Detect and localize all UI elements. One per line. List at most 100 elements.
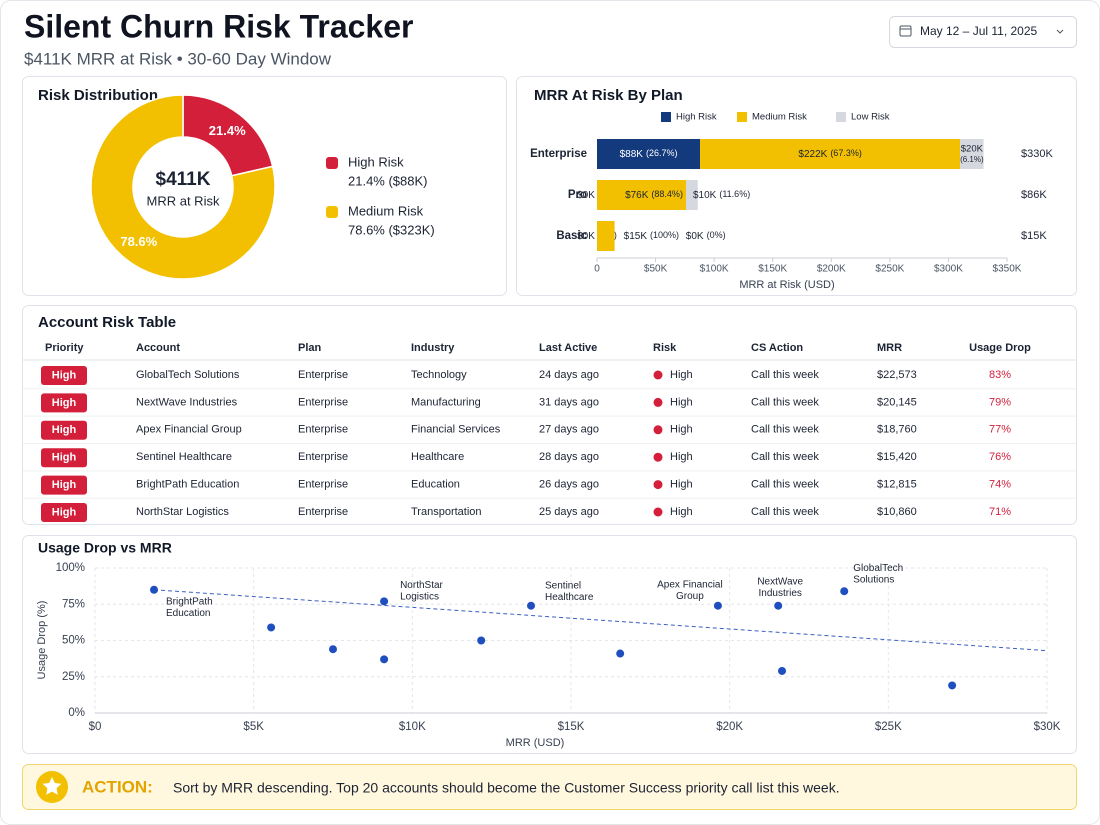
panel-title: Account Risk Table	[38, 314, 176, 331]
table-cell: NextWave Industries	[136, 396, 238, 408]
x-tick-label: $15K	[558, 721, 585, 733]
table-cell: $18,760	[877, 424, 917, 436]
legend-swatch	[326, 157, 338, 169]
date-range[interactable]: May 12 – Jul 11, 2025	[920, 24, 1038, 38]
y-tick-label: 50%	[62, 635, 85, 647]
y-tick-label: 100%	[56, 562, 85, 574]
x-axis-title: MRR (USD)	[506, 737, 565, 749]
table-cell: $20,145	[877, 396, 917, 408]
table-cell: Enterprise	[298, 369, 348, 381]
center-value: $411K	[156, 169, 211, 190]
slice-label: 78.6%	[120, 234, 157, 249]
category-label: Enterprise	[530, 148, 587, 160]
legend-label: High Risk	[348, 154, 404, 169]
point-label: NextWave	[757, 576, 803, 587]
risk-dot	[653, 507, 663, 517]
bar-segment	[597, 221, 615, 251]
priority-label: High	[52, 397, 77, 409]
priority-label: High	[52, 452, 77, 464]
point-label: Healthcare	[545, 592, 594, 603]
donut-slice	[90, 94, 276, 280]
scatter-point	[477, 636, 486, 645]
x-tick-label: $250K	[875, 264, 904, 275]
table-cell: High	[670, 506, 693, 518]
point-label: BrightPath	[166, 596, 213, 607]
segment-value: $0K	[577, 231, 595, 242]
total-label: $86K	[1021, 189, 1047, 201]
x-tick-label: $50K	[644, 264, 668, 275]
table-cell: Enterprise	[298, 396, 348, 408]
table-cell: 71%	[989, 506, 1011, 518]
segment-value: $0K	[686, 231, 704, 242]
date-picker[interactable]: May 12 – Jul 11, 2025	[889, 16, 1077, 48]
table-cell: Education	[411, 479, 460, 491]
table-cell: 28 days ago	[539, 451, 599, 463]
table-cell: Technology	[411, 369, 467, 381]
segment-share: (26.7%)	[646, 148, 678, 158]
total-label: $330K	[1021, 148, 1053, 160]
segment-value: $10K	[693, 190, 717, 201]
trend-line	[153, 589, 1048, 652]
chevron	[1056, 29, 1064, 34]
risk-dot	[653, 397, 663, 407]
table-cell: Enterprise	[298, 506, 348, 518]
segment-label: $0K(0%)	[686, 230, 726, 241]
table-cell: 26 days ago	[539, 479, 599, 491]
legend-label: Medium Risk	[752, 112, 807, 123]
action-label: ACTION:	[82, 777, 153, 796]
point-label: Logistics	[400, 591, 439, 602]
column-header: MRR	[877, 342, 902, 354]
legend-swatch	[737, 112, 747, 122]
bar-segment	[597, 180, 687, 210]
calendar-icon	[899, 25, 912, 37]
segment-share: (100%)	[650, 230, 679, 240]
y-axis-title: Usage Drop (%)	[36, 601, 48, 680]
scatter-point	[527, 601, 536, 610]
action-text: Sort by MRR descending. Top 20 accounts …	[173, 780, 840, 796]
segment-value: $88K	[620, 149, 644, 160]
scatter-point	[329, 645, 337, 654]
table-cell: 74%	[989, 479, 1011, 491]
segment-label: $222K (67.3%)	[798, 148, 861, 159]
column-header: Account	[136, 342, 180, 354]
x-tick-label: $100K	[700, 264, 729, 275]
risk-dot	[653, 425, 663, 435]
segment-value: $0K	[577, 190, 595, 201]
segment-label: $76K (88.4%)	[625, 189, 683, 200]
table-cell: Call this week	[751, 424, 819, 436]
table-cell: Transportation	[411, 506, 482, 518]
table-cell: High	[670, 451, 693, 463]
column-header: Priority	[45, 342, 84, 354]
scatter-point	[948, 681, 957, 690]
y-tick-label: 75%	[62, 598, 85, 610]
legend-swatch	[326, 206, 338, 218]
segment-label: $15K (100%)	[624, 230, 679, 241]
x-tick-label: $5K	[243, 721, 264, 733]
priority-badge	[41, 475, 87, 495]
scatter-point	[380, 597, 389, 606]
table-cell: High	[670, 479, 693, 491]
panel-title: Usage Drop vs MRR	[38, 540, 172, 556]
priority-badge	[41, 393, 87, 413]
scatter-point	[840, 587, 849, 596]
legend-swatch	[661, 112, 671, 122]
panel	[22, 535, 1077, 754]
panel-title: MRR At Risk By Plan	[534, 87, 683, 104]
priority-badge	[41, 366, 87, 385]
total-label: $15K	[1021, 230, 1047, 242]
category-label: Pro	[568, 189, 587, 201]
table-cell: GlobalTech Solutions	[136, 369, 240, 381]
priority-badge	[41, 503, 87, 522]
panel-title: Risk Distribution	[38, 87, 158, 104]
table-cell: Healthcare	[411, 451, 464, 463]
legend-detail: 21.4% ($88K)	[348, 173, 428, 188]
point-label: GlobalTech	[853, 563, 903, 574]
priority-label: High	[52, 369, 77, 381]
scatter-point	[150, 585, 159, 594]
bar-segment	[700, 139, 961, 169]
table-cell: Enterprise	[298, 479, 348, 491]
date-picker-box[interactable]	[889, 16, 1077, 48]
x-tick-label: $30K	[1034, 721, 1061, 733]
segment-label: $10K (11.6%)	[693, 189, 750, 200]
